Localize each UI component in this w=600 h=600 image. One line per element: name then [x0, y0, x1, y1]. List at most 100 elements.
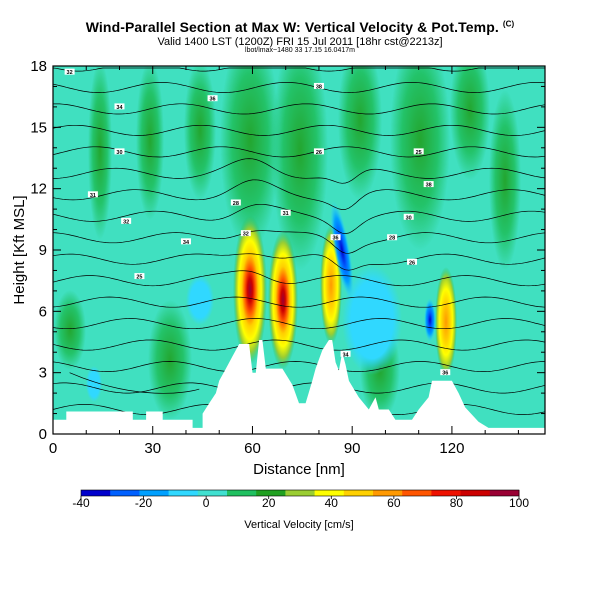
contour-label: 32: [67, 70, 73, 76]
colorbar-swatch: [256, 490, 286, 496]
updraft-core: [268, 230, 298, 370]
weak-ascent-streak: [136, 66, 164, 220]
weak-descent-area: [342, 265, 402, 375]
y-tick-label: 18: [30, 58, 47, 75]
contour-label: 34: [116, 105, 123, 111]
colorbar-swatch: [227, 490, 257, 496]
weak-ascent-streak: [338, 66, 382, 200]
theta-contour: [53, 382, 545, 394]
contour-label-box: [230, 199, 241, 206]
y-tick-label: 15: [30, 119, 47, 136]
colorbar-frame: [80, 489, 520, 497]
y-tick-label: 6: [39, 303, 47, 320]
y-tick-label: 3: [39, 365, 47, 382]
colorbar-swatch: [168, 490, 199, 496]
y-tick-labels: 0 3 6 9 12 15 18: [30, 58, 47, 443]
downdraft-core: [330, 200, 354, 300]
contour-label: 26: [316, 150, 322, 156]
x-tick-label: 120: [439, 440, 464, 457]
field-layer: 32 34 36 38 30 28 26 25 31 32 34 36 38 30 28 26 25 31 32 34…: [53, 66, 545, 434]
colorbar-label: Vertical Velocity [cm/s]: [244, 519, 353, 531]
colorbar-swatch: [285, 490, 316, 496]
weak-descent-area: [186, 275, 214, 325]
weak-ascent-streak: [450, 66, 490, 180]
colorbar-swatch: [489, 490, 520, 496]
contour-label: 34: [183, 240, 190, 246]
contour-label-box: [387, 234, 398, 241]
weak-ascent-streak: [148, 300, 192, 420]
contour-label-box: [440, 369, 451, 376]
contour-label-box: [64, 68, 75, 75]
contour-label: 30: [116, 150, 122, 156]
contour-label-box: [180, 238, 191, 245]
theta-contour: [53, 318, 545, 330]
updraft-core: [435, 267, 457, 377]
weak-ascent-streak: [272, 66, 328, 270]
colorbar-swatch: [402, 490, 432, 496]
contour-label-box: [121, 217, 132, 224]
colorbar-tick-label: 100: [509, 496, 529, 510]
colorbar: [80, 489, 520, 499]
contour-label: 36: [333, 236, 339, 242]
contour-label-box: [423, 181, 434, 188]
info-line: lbot/lmax~1480 33 17.15 16.0417m: [245, 47, 355, 54]
contour-label-box: [114, 103, 125, 110]
weak-ascent-streak: [88, 66, 112, 240]
x-tick-labels: 0 30 60 90 120: [49, 440, 465, 457]
contour-label-box: [403, 213, 414, 220]
colorbar-swatch: [460, 490, 491, 496]
colorbar-swatch: [431, 490, 462, 496]
x-tick-label: 90: [344, 440, 361, 457]
contour-label-box: [330, 234, 341, 241]
contour-label: 25: [416, 150, 422, 156]
theta-contour: [53, 230, 545, 254]
updraft-core: [233, 215, 267, 365]
theta-contour: [53, 124, 545, 136]
contour-label: 28: [233, 201, 239, 207]
contour-label-box: [207, 95, 218, 102]
theta-contour: [53, 253, 545, 271]
contour-label: 38: [316, 84, 322, 90]
contour-label: 25: [136, 275, 142, 281]
y-tick-label: 12: [30, 181, 47, 198]
theta-contour: [69, 372, 200, 394]
theta-contour: [53, 146, 545, 158]
weak-ascent-streak: [489, 90, 521, 270]
contour-label-box: [134, 273, 145, 280]
colorbar-swatch: [314, 490, 345, 496]
colorbar-tick-label: -20: [135, 496, 153, 510]
contour-label-box: [407, 258, 418, 265]
contour-label: 32: [123, 219, 129, 225]
contour-label-box: [313, 82, 324, 89]
colorbar-tick-label: -40: [72, 496, 90, 510]
contour-label: 34: [342, 352, 349, 358]
weak-descent-area: [86, 366, 102, 402]
colorbar-swatch: [197, 490, 228, 496]
colorbar-swatch: [343, 490, 374, 496]
colorbar-swatch: [139, 490, 170, 496]
colorbar-tick-labels: -40 -20 0 20 40 60 80 100: [72, 496, 529, 510]
theta-contour: [53, 179, 545, 210]
contour-label: 38: [426, 183, 432, 189]
y-tick-label: 9: [39, 242, 47, 259]
colorbar-tick-label: 40: [325, 496, 339, 510]
contour-label: 31: [90, 193, 96, 199]
theta-contour: [53, 103, 545, 115]
theta-contour: [53, 361, 545, 372]
theta-contour: [53, 339, 545, 351]
contour-label: 31: [283, 211, 289, 217]
contour-label-box: [313, 148, 324, 155]
weak-ascent-streak: [390, 66, 450, 250]
x-axis-label: Distance [nm]: [253, 461, 345, 478]
theta-contour: [53, 270, 545, 287]
x-tick-label: 60: [244, 440, 261, 457]
colorbar-swatch: [110, 490, 140, 496]
y-axis-label: Height [Kft MSL]: [11, 195, 28, 304]
theta-contour: [53, 296, 545, 308]
theta-contours: 32 34 36 38 30 28 26 25 31 32 34 36 38 30 28 26 25 31 32 34…: [53, 67, 545, 415]
axis-ticks: [52, 65, 545, 435]
contour-label-box: [413, 148, 424, 155]
colorbar-tick-label: 80: [450, 496, 464, 510]
valid-time-line: Valid 1400 LST (1200Z) FRI 15 Jul 2011 […: [157, 36, 443, 48]
